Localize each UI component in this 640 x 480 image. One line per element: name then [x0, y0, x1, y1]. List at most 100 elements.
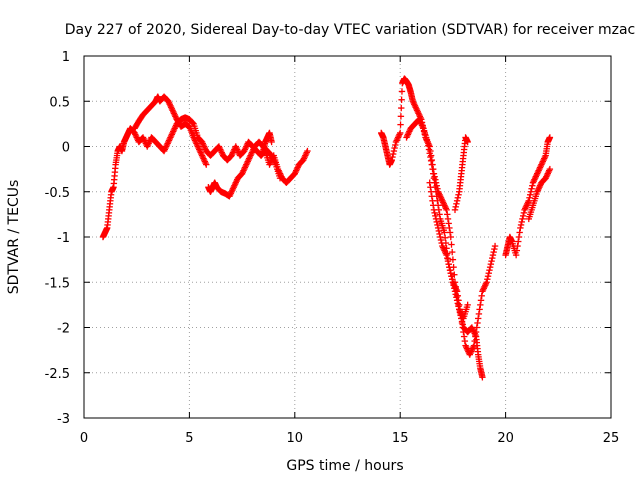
data-point-interp	[391, 144, 398, 152]
data-point-interp	[491, 245, 498, 253]
data-point-interp	[485, 270, 492, 277]
y-tick-label: -2.5	[45, 367, 70, 382]
data-point-interp	[515, 233, 523, 241]
data-point-interp	[460, 333, 468, 340]
data-point-interp	[452, 203, 459, 211]
data-point-interp	[455, 303, 462, 310]
y-tick-label: -0.5	[45, 186, 70, 201]
data-point-interp	[453, 297, 461, 304]
data-point	[428, 161, 436, 168]
data-point-interp	[429, 165, 436, 173]
y-tick-label: -1.5	[45, 276, 70, 291]
data-point-interp	[432, 176, 439, 183]
data-point-interp	[486, 266, 493, 274]
data-points	[99, 75, 554, 381]
data-point	[546, 165, 554, 173]
data-point	[430, 206, 438, 214]
data-point-interp	[397, 121, 404, 128]
x-axis-label: GPS time / hours	[286, 458, 403, 474]
data-point-interp	[451, 285, 458, 292]
data-point-interp	[448, 241, 455, 248]
data-point-interp	[471, 337, 478, 345]
x-tick-labels: 0 5 10 15 20 25	[80, 431, 619, 446]
data-point	[276, 174, 284, 182]
data-point-interp	[527, 188, 535, 195]
data-point	[474, 315, 482, 322]
data-point	[451, 206, 459, 214]
data-point-interp	[437, 233, 444, 241]
data-point-interp	[454, 194, 462, 201]
data-point-interp	[516, 229, 523, 236]
y-tick-labels: 1 0.5 0 -0.5 -1 -1.5 -2 -2.5 -3	[45, 50, 70, 427]
data-point-interp	[427, 184, 434, 191]
data-point-interp	[519, 212, 527, 220]
data-point	[426, 143, 433, 150]
data-point-interp	[397, 113, 405, 120]
data-point-interp	[529, 182, 536, 189]
data-point	[441, 229, 448, 236]
data-point-interp	[389, 150, 397, 158]
x-tick-label: 0	[80, 431, 88, 446]
data-point-interp	[477, 297, 485, 304]
data-point-interp	[490, 248, 497, 256]
data-point-interp	[429, 197, 436, 204]
data-point-interp	[398, 104, 405, 112]
data-point-interp	[520, 209, 528, 217]
data-point-interp	[436, 211, 443, 218]
data-point	[451, 288, 459, 295]
data-point-interp	[444, 254, 451, 262]
x-tick-label: 20	[497, 431, 514, 446]
data-point	[491, 242, 499, 250]
data-point-interp	[513, 247, 521, 254]
plot-frame	[83, 55, 612, 419]
data-point-interp	[427, 188, 435, 195]
data-point-interp	[433, 218, 440, 226]
data-point-interp	[427, 157, 435, 165]
y-tick-label: -3	[57, 412, 70, 427]
x-tick-label: 10	[287, 431, 304, 446]
data-point	[397, 129, 404, 137]
data-point-interp	[448, 248, 456, 256]
data-point	[487, 260, 495, 268]
data-point-interp	[526, 194, 533, 201]
data-point-interp	[453, 294, 460, 301]
data-point-interp	[448, 276, 456, 283]
x-tick-label: 5	[185, 431, 193, 446]
data-point	[426, 179, 433, 186]
chart-title: Day 227 of 2020, Sidereal Day-to-day VTE…	[65, 22, 635, 38]
data-point	[268, 138, 275, 146]
data-point-interp	[458, 319, 466, 327]
data-point-interp	[389, 153, 396, 161]
data-point-interp	[459, 324, 466, 331]
data-point-interp	[477, 301, 484, 309]
data-point-interp	[453, 197, 461, 204]
tick-marks	[83, 55, 612, 419]
data-point	[304, 147, 311, 155]
data-point-interp	[488, 257, 495, 265]
data-point-interp	[189, 119, 197, 127]
data-point-interp	[489, 254, 496, 262]
data-point-interp	[460, 328, 467, 336]
data-point	[517, 224, 524, 232]
data-point-interp	[455, 191, 462, 198]
data-point	[447, 270, 454, 277]
y-axis-label: SDTVAR / TECUs	[6, 180, 22, 295]
data-point-interp	[446, 229, 454, 236]
grid-lines	[84, 56, 611, 418]
data-point-interp	[472, 333, 479, 340]
data-point-interp	[425, 142, 432, 149]
y-tick-label: -2	[57, 322, 70, 337]
data-point	[483, 279, 490, 286]
data-point	[443, 251, 450, 259]
data-point-interp	[453, 200, 460, 208]
data-point-interp	[437, 236, 445, 244]
data-point-interp	[449, 256, 457, 263]
data-point-interp	[519, 215, 526, 223]
data-point-interp	[431, 209, 438, 217]
data-point-interp	[452, 291, 459, 298]
data-point-interp	[517, 221, 525, 229]
data-point	[525, 197, 532, 204]
data-point-interp	[444, 215, 452, 223]
data-point	[546, 134, 554, 141]
data-point-interp	[445, 260, 452, 268]
